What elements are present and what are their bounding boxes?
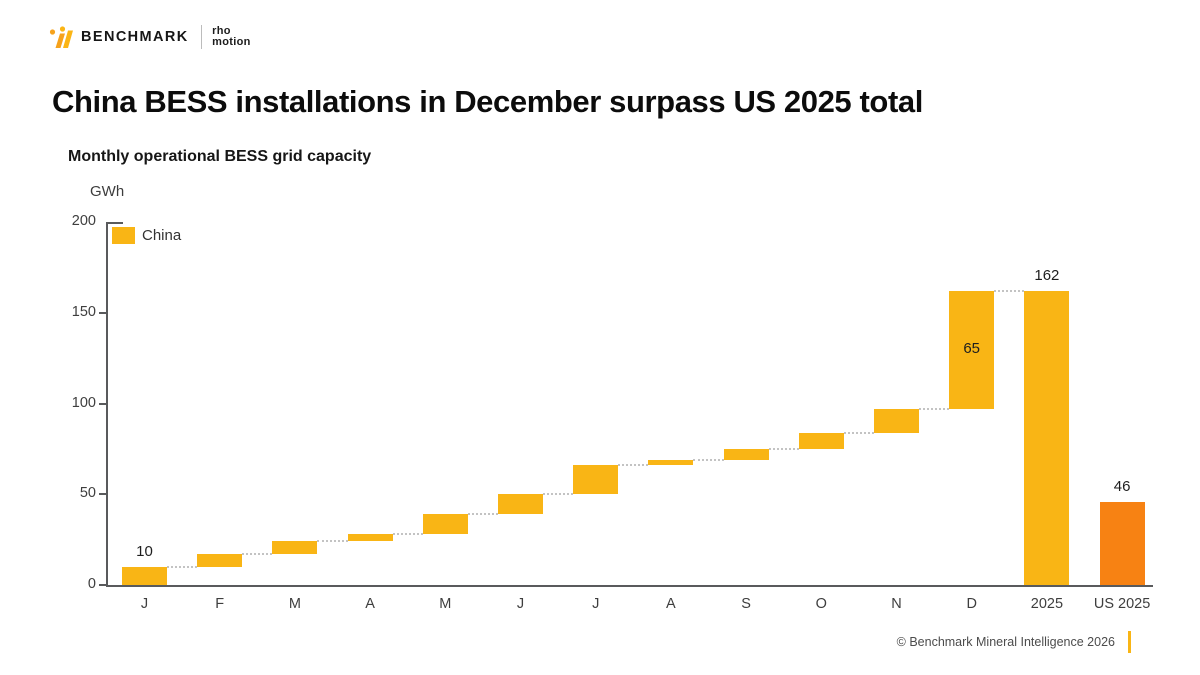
- waterfall-connector: [919, 407, 950, 410]
- x-tick-label: O: [815, 596, 827, 612]
- x-tick-label: D: [966, 596, 977, 612]
- waterfall-connector: [543, 493, 574, 496]
- waterfall-bar-j-0: [122, 566, 167, 585]
- x-tick-label: S: [741, 596, 751, 612]
- partner-line1: rho: [212, 24, 231, 37]
- y-tick-label: 150: [71, 303, 96, 320]
- waterfall-bar-a-7: [648, 459, 694, 466]
- waterfall-bar-us-2025-13: [1099, 501, 1145, 585]
- partner-line2: motion: [212, 35, 251, 48]
- y-axis-unit-label: GWh: [90, 183, 125, 200]
- chart-legend: China: [112, 227, 181, 244]
- y-tick-label: 200: [71, 213, 96, 229]
- bar-value-label: 65: [963, 339, 981, 357]
- footer: © Benchmark Mineral Intelligence 2026: [897, 631, 1131, 653]
- waterfall-connector: [768, 447, 799, 450]
- waterfall-bar-n-10: [874, 408, 919, 433]
- legend-label-china: China: [142, 227, 182, 244]
- waterfall-bar-j-6: [573, 465, 619, 495]
- waterfall-bar-s-8: [723, 448, 769, 460]
- x-tick-label: A: [365, 596, 375, 612]
- y-axis-top-cap: [108, 222, 123, 224]
- waterfall-connector: [467, 513, 498, 516]
- waterfall-connector: [392, 533, 423, 536]
- waterfall-connector: [843, 431, 874, 434]
- x-tick-label: J: [592, 596, 600, 612]
- x-tick-label: 2025: [1030, 596, 1064, 612]
- waterfall-bar-f-1: [197, 554, 243, 567]
- waterfall-bar-o-9: [798, 432, 844, 449]
- x-tick-label: F: [215, 596, 225, 612]
- waterfall-bar-2025-12: [1024, 290, 1070, 585]
- waterfall-connector: [242, 553, 273, 556]
- y-tick-mark: [99, 402, 106, 405]
- waterfall-connector: [317, 540, 348, 543]
- waterfall-bar-m-2: [272, 541, 318, 555]
- logo-divider: [200, 24, 203, 49]
- y-tick-mark: [99, 493, 106, 496]
- page-title: China BESS installations in December sur…: [52, 84, 923, 119]
- waterfall-bar-d-11: [949, 290, 995, 409]
- x-tick-label: M: [439, 596, 452, 612]
- y-tick-mark: [99, 584, 106, 586]
- waterfall-bar-m-4: [422, 514, 468, 535]
- y-tick-label: 50: [79, 485, 96, 502]
- x-axis-line: [106, 585, 1153, 587]
- x-tick-label: A: [666, 596, 676, 612]
- x-tick-label: US 2025: [1093, 596, 1151, 612]
- brand-name: BENCHMARK: [81, 28, 189, 45]
- x-tick-label: J: [516, 596, 525, 612]
- waterfall-bar-j-5: [498, 494, 543, 515]
- y-axis-line: [106, 222, 108, 585]
- x-tick-label: N: [891, 596, 902, 612]
- legend-swatch-china: [112, 227, 135, 244]
- copyright-text: © Benchmark Mineral Intelligence 2026: [896, 635, 1115, 649]
- waterfall-connector: [693, 458, 724, 461]
- bar-value-label: 46: [1113, 477, 1131, 495]
- x-tick-label: J: [140, 596, 149, 612]
- waterfall-connector: [167, 565, 198, 568]
- waterfall-connector: [994, 289, 1025, 292]
- y-tick-label: 0: [87, 576, 96, 592]
- waterfall-connector: [618, 464, 649, 467]
- y-tick-label: 100: [71, 394, 96, 411]
- bar-value-label: 10: [136, 542, 153, 560]
- y-tick-mark: [99, 311, 106, 314]
- bar-value-label: 162: [1034, 266, 1060, 284]
- benchmark-logo-icon: [49, 26, 73, 48]
- waterfall-bar-a-3: [347, 534, 393, 542]
- benchmark-logo: BENCHMARK rho motion: [48, 24, 251, 49]
- partner-logo: rho motion: [212, 24, 251, 48]
- x-tick-label: M: [288, 596, 301, 612]
- chart-subtitle: Monthly operational BESS grid capacity: [68, 148, 372, 165]
- footer-accent-bar: [1128, 631, 1131, 653]
